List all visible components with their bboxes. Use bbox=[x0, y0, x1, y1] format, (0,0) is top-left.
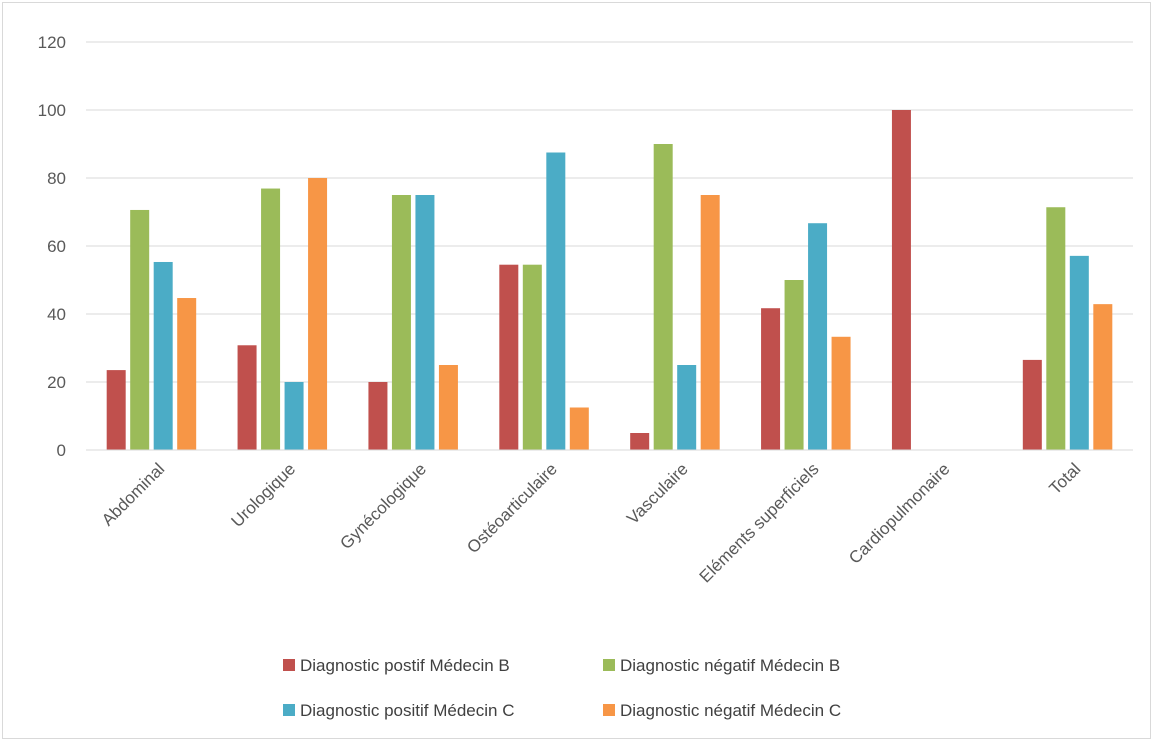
bar bbox=[700, 195, 720, 450]
legend-label: Diagnostic positif Médecin C bbox=[300, 701, 514, 720]
bar bbox=[569, 407, 589, 450]
legend-swatch bbox=[603, 704, 615, 716]
bar bbox=[415, 195, 435, 450]
legend-label: Diagnostic négatif Médecin C bbox=[620, 701, 841, 720]
x-tick-label: Vasculaire bbox=[623, 459, 692, 528]
bar bbox=[308, 178, 328, 450]
y-tick-label: 0 bbox=[57, 441, 66, 460]
y-axis-tick-labels: 0 20 40 60 80 100 120 bbox=[38, 33, 66, 460]
legend-swatch bbox=[283, 659, 295, 671]
gridlines bbox=[86, 41, 1133, 383]
bar bbox=[522, 264, 542, 450]
x-axis-tick-labels: Abdominal Urologique Gynécologique Ostéoart… bbox=[98, 459, 1084, 586]
legend-swatch bbox=[283, 704, 295, 716]
bar bbox=[677, 365, 697, 450]
bar bbox=[761, 308, 781, 450]
bar bbox=[653, 144, 673, 450]
bar bbox=[391, 195, 411, 450]
legend-item: Diagnostic positif Médecin C bbox=[283, 701, 514, 720]
bar bbox=[284, 382, 304, 450]
bar bbox=[153, 261, 173, 450]
legend-item: Diagnostic négatif Médecin B bbox=[603, 656, 840, 675]
x-tick-label: Ostéoarticulaire bbox=[463, 459, 561, 557]
y-tick-label: 100 bbox=[38, 101, 66, 120]
bar bbox=[1022, 359, 1042, 450]
bars bbox=[106, 110, 1113, 451]
x-tick-label: Abdominal bbox=[98, 459, 168, 529]
bar bbox=[368, 382, 388, 450]
legend-item: Diagnostic postif Médecin B bbox=[283, 656, 510, 675]
bar bbox=[1046, 207, 1066, 450]
bar bbox=[831, 336, 851, 450]
x-tick-label: Gynécologique bbox=[336, 459, 430, 553]
bar bbox=[237, 345, 257, 450]
x-tick-label: Cardiopulmonaire bbox=[845, 459, 953, 567]
bar bbox=[1069, 255, 1089, 450]
bar bbox=[808, 223, 828, 450]
legend: Diagnostic postif Médecin B Diagnostic né… bbox=[283, 656, 841, 720]
y-tick-label: 120 bbox=[38, 33, 66, 52]
bar bbox=[891, 110, 911, 450]
legend-label: Diagnostic postif Médecin B bbox=[300, 656, 510, 675]
bar bbox=[784, 280, 804, 450]
y-tick-label: 80 bbox=[47, 169, 66, 188]
bar bbox=[438, 365, 458, 450]
x-tick-label: Total bbox=[1046, 459, 1085, 498]
bar bbox=[630, 433, 650, 450]
bar bbox=[177, 298, 197, 450]
bar bbox=[261, 188, 281, 451]
x-tick-label: Eléments superficiels bbox=[696, 459, 823, 586]
legend-label: Diagnostic négatif Médecin B bbox=[620, 656, 840, 675]
legend-swatch bbox=[603, 659, 615, 671]
legend-item: Diagnostic négatif Médecin C bbox=[603, 701, 841, 720]
y-tick-label: 40 bbox=[47, 305, 66, 324]
bar bbox=[546, 152, 566, 450]
bar bbox=[130, 209, 150, 450]
y-tick-label: 60 bbox=[47, 237, 66, 256]
y-tick-label: 20 bbox=[47, 373, 66, 392]
bar bbox=[1093, 304, 1113, 450]
x-tick-label: Urologique bbox=[228, 459, 300, 531]
bar bbox=[499, 264, 519, 450]
bar bbox=[106, 370, 126, 450]
